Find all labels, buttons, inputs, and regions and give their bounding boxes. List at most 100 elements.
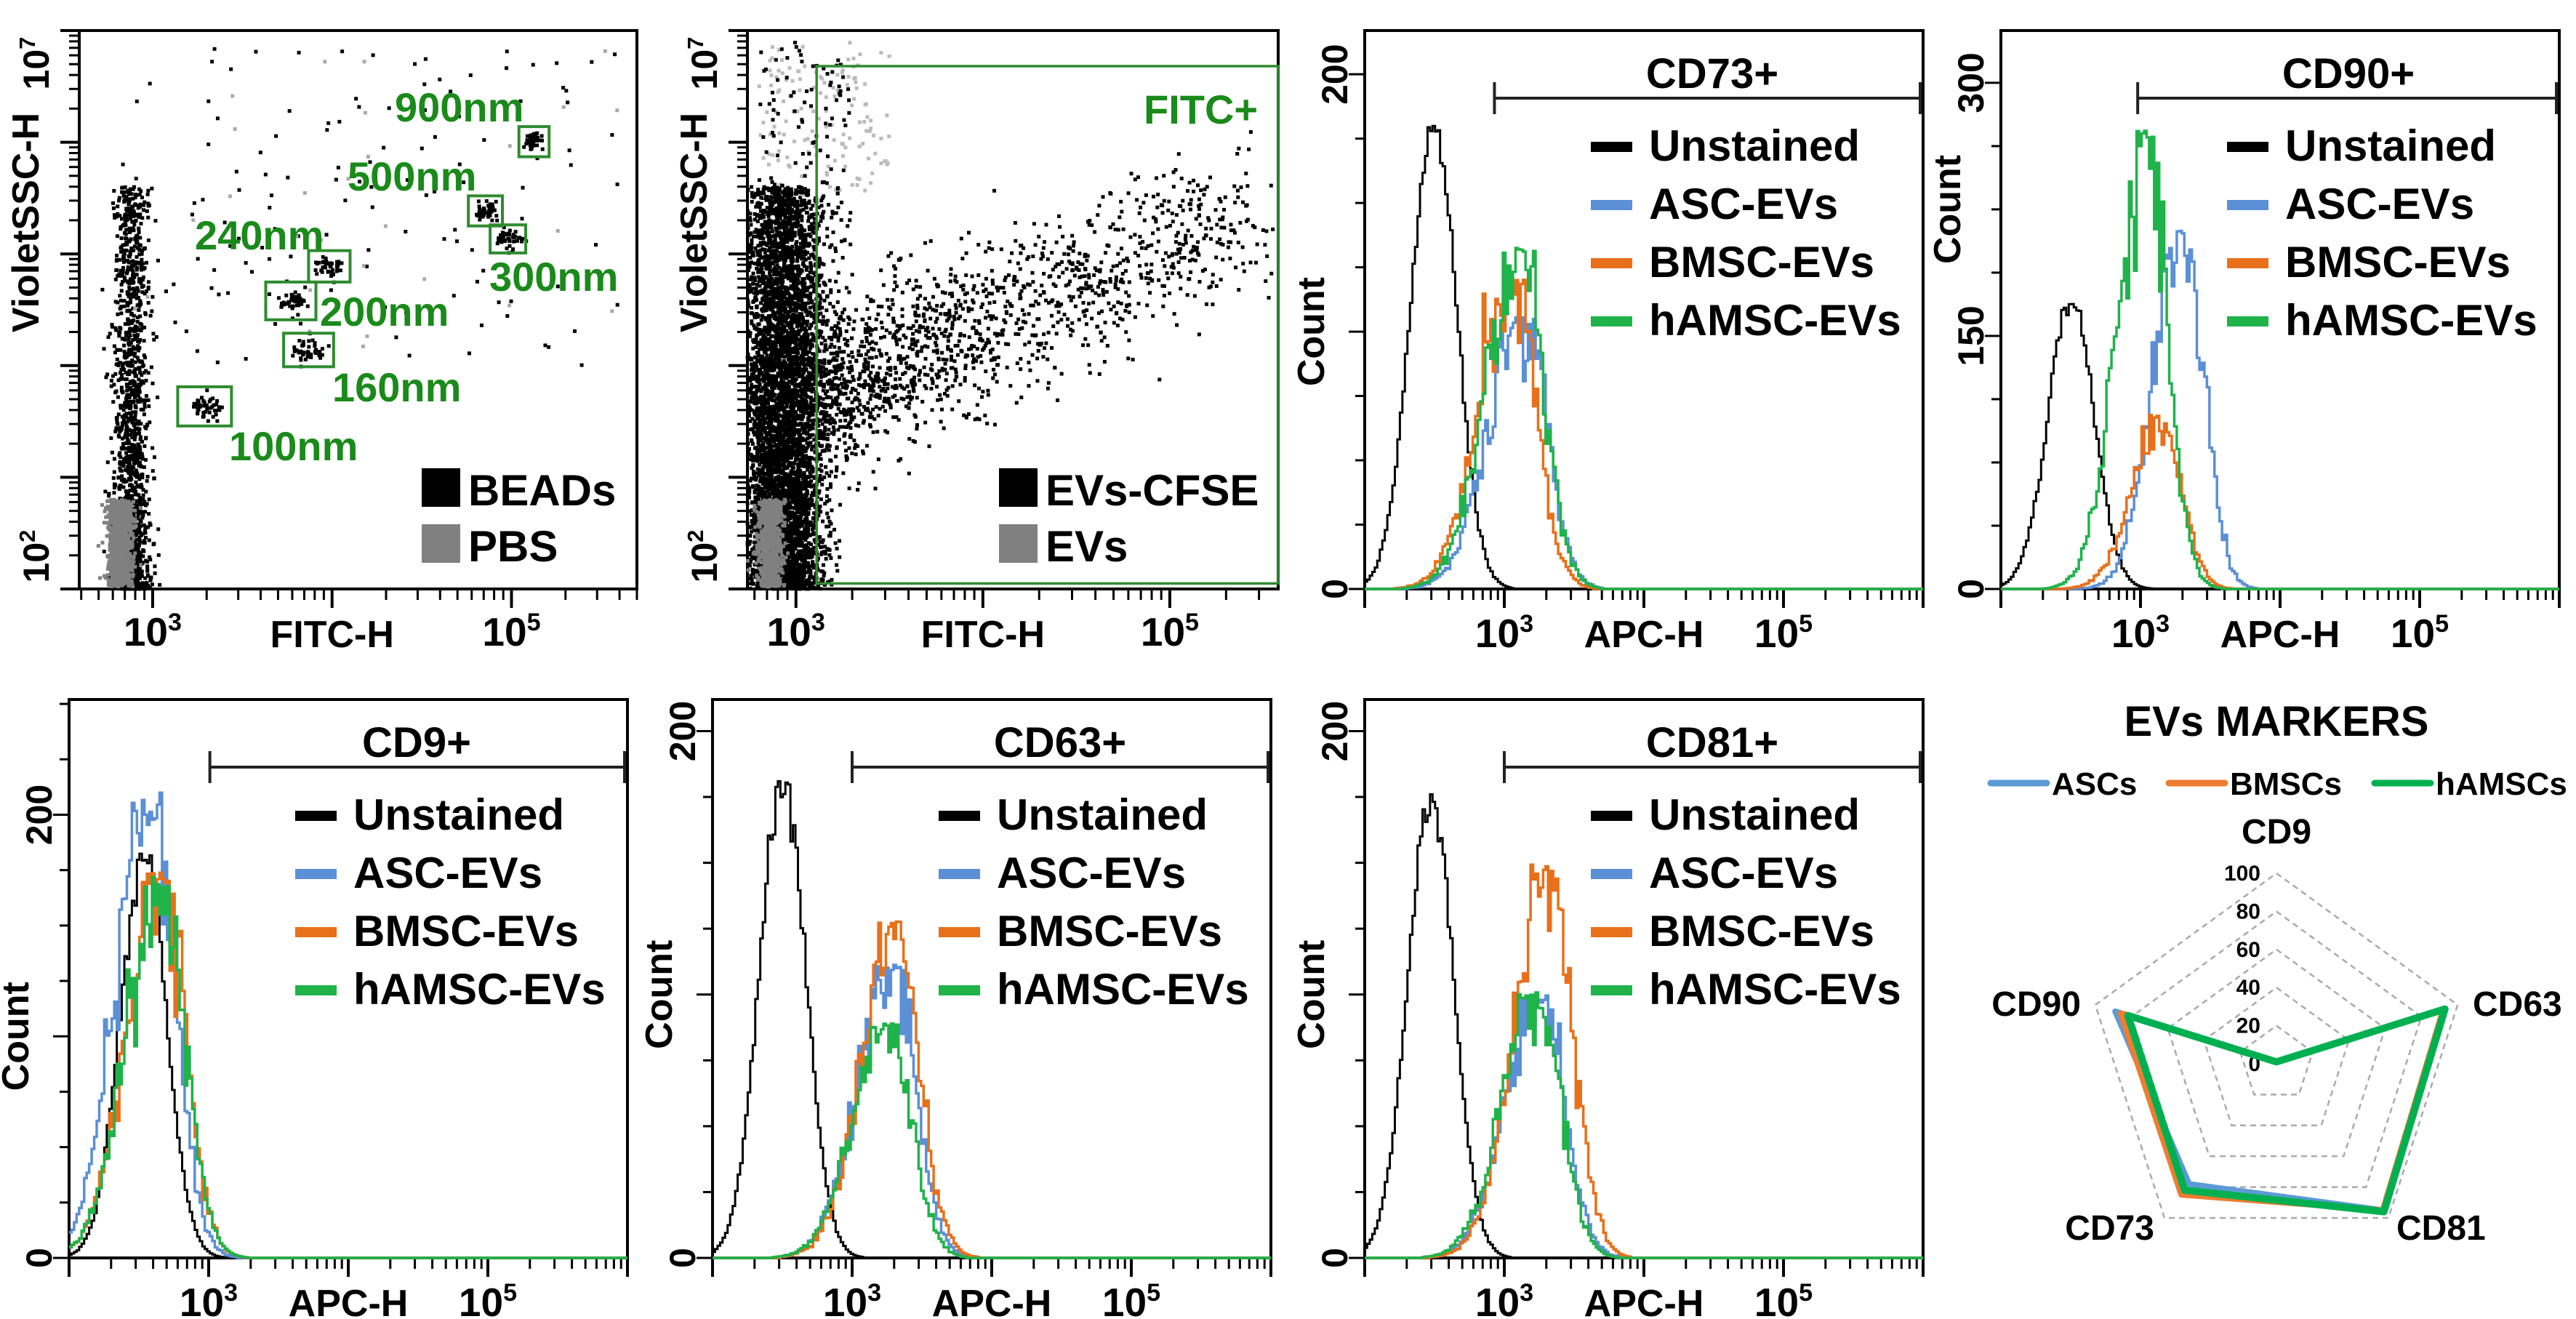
scatter-point <box>145 478 149 483</box>
scatter-point <box>107 580 111 585</box>
scatter-point <box>293 290 297 294</box>
scatter-point <box>603 49 607 53</box>
scatter-point <box>518 236 522 240</box>
scatter-point <box>812 488 816 492</box>
scatter-point <box>138 437 143 441</box>
scatter-point <box>273 321 278 326</box>
scatter-point <box>136 579 140 583</box>
scatter-point <box>145 525 150 529</box>
scatter-point <box>222 220 227 225</box>
scatter-point <box>151 469 155 473</box>
scatter-point <box>768 292 772 297</box>
scatter-point <box>127 226 132 230</box>
scatter-point <box>110 450 114 454</box>
scatter-point <box>531 140 536 145</box>
scatter-point <box>794 241 798 246</box>
scatter-point <box>757 400 761 404</box>
scatter-point <box>801 532 806 537</box>
scatter-point <box>507 239 512 244</box>
scatter-point <box>113 372 118 376</box>
scatter-point <box>135 573 139 577</box>
scatter-point <box>133 473 137 478</box>
scatter-point <box>489 202 493 207</box>
scatter-point <box>109 542 113 546</box>
scatter-point <box>121 582 126 586</box>
scatter-point <box>135 499 139 503</box>
scatter-point <box>747 577 751 581</box>
scatter-point <box>119 236 124 241</box>
scatter-point <box>113 552 117 556</box>
scatter-point <box>151 294 155 299</box>
scatter-point <box>122 478 127 482</box>
scatter-point <box>124 569 128 573</box>
scatter-point <box>852 319 856 324</box>
scatter-point <box>505 49 509 54</box>
scatter-point <box>158 582 162 587</box>
scatter-point <box>96 544 100 548</box>
scatter-point <box>127 294 131 299</box>
scatter-point <box>137 496 142 500</box>
scatter-point <box>130 328 135 332</box>
scatter-point <box>555 284 560 289</box>
scatter-point <box>754 345 758 350</box>
scatter-point <box>762 260 766 264</box>
scatter-point <box>254 49 258 54</box>
scatter-point <box>150 309 154 313</box>
scatter-point <box>816 584 820 588</box>
scatter-point <box>354 97 358 101</box>
scatter-point <box>313 344 317 348</box>
scatter-point <box>778 217 782 221</box>
scatter-point <box>566 100 570 105</box>
scatter-point <box>136 344 140 348</box>
scatter-point <box>313 341 317 345</box>
scatter-point <box>138 337 143 342</box>
scatter-point <box>100 502 104 507</box>
scatter-point <box>135 320 140 324</box>
scatter-point <box>125 510 129 514</box>
scatter-point <box>140 249 144 253</box>
scatter-point <box>127 369 132 373</box>
scatter-point <box>121 364 125 368</box>
scatter-point <box>121 269 125 273</box>
scatter-point <box>146 215 151 220</box>
scatter-point <box>527 140 531 145</box>
scatter-point <box>149 365 153 369</box>
scatter-point <box>826 318 830 323</box>
scatter-point <box>132 587 136 591</box>
scatter-point <box>129 537 134 542</box>
scatter-point <box>135 389 139 393</box>
scatter-point <box>750 457 754 462</box>
scatter-point <box>127 342 131 346</box>
scatter-point <box>820 449 824 453</box>
scatter-point <box>531 138 536 143</box>
scatter-point <box>124 529 128 534</box>
scatter-point <box>785 534 789 538</box>
scatter-point <box>133 417 137 422</box>
scatter-point <box>137 358 141 363</box>
scatter-point <box>820 550 824 555</box>
scatter-point <box>137 456 142 460</box>
scatter-point <box>796 189 801 193</box>
scatter-point <box>138 554 143 558</box>
scatter-point <box>137 450 141 454</box>
scatter-point <box>127 459 132 463</box>
scatter-point <box>808 234 813 238</box>
scatter-point <box>753 246 758 250</box>
scatter-point <box>130 465 135 470</box>
scatter-point <box>136 446 140 450</box>
scatter-point <box>806 301 810 305</box>
scatter-point <box>778 245 782 249</box>
scatter-point <box>121 464 126 468</box>
scatter-point <box>121 461 126 465</box>
scatter-point <box>755 467 760 471</box>
scatter-point <box>129 192 134 196</box>
scatter-point <box>124 580 129 584</box>
scatter-point <box>294 296 299 300</box>
scatter-point <box>124 535 128 540</box>
scatter-point <box>127 360 131 364</box>
scatter-point <box>146 300 151 305</box>
scatter-point <box>109 384 113 388</box>
scatter-point <box>300 343 305 348</box>
scatter-point <box>795 207 799 212</box>
